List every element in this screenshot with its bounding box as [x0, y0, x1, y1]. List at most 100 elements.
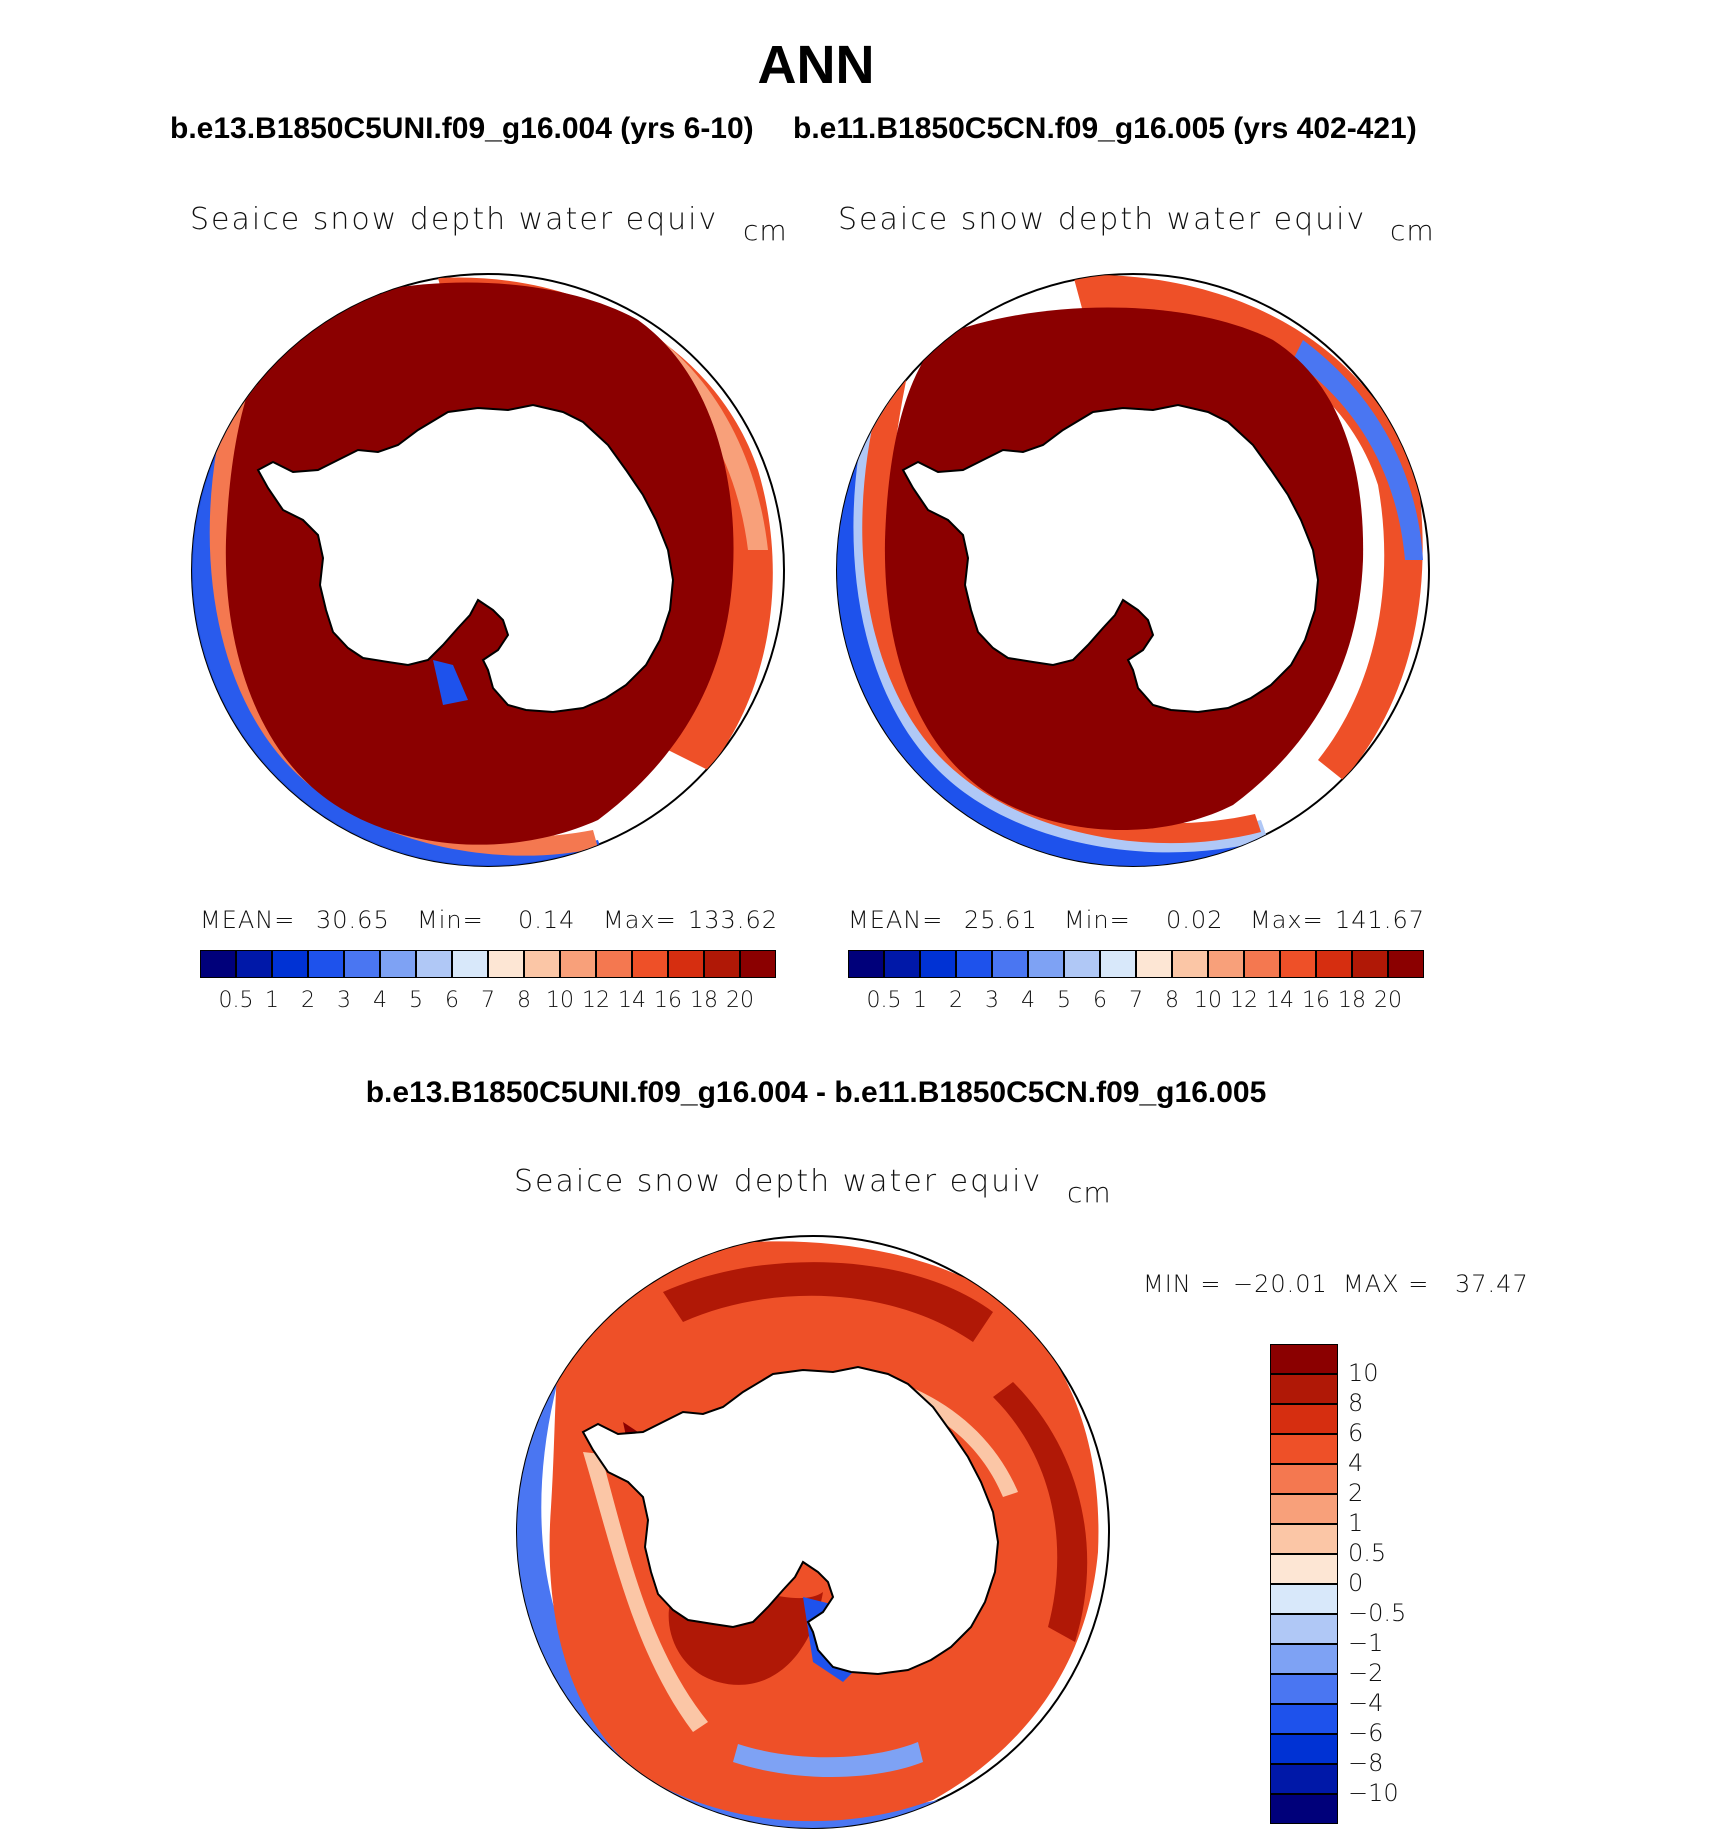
- difference-map: [516, 1235, 1110, 1829]
- right-units-label: cm: [1390, 214, 1435, 247]
- diff-colorbar-tick-label: −4: [1348, 1689, 1384, 1717]
- diff-colorbar-tick-label: −6: [1348, 1719, 1384, 1747]
- diff-west-light-band: [583, 1452, 708, 1732]
- diff-colorbar-tick-label: −0.5: [1348, 1599, 1407, 1627]
- right-variable-label: Seaice snow depth water equiv: [838, 202, 1367, 237]
- diff-south-negative-band: [733, 1742, 923, 1777]
- right-colorbar-tick-label: 7: [1129, 988, 1143, 1013]
- left-colorbar-tick-label: 2: [301, 988, 315, 1013]
- right-colorbar-tick-label: 2: [949, 988, 963, 1013]
- right-colorbar-swatch: [1244, 950, 1280, 978]
- diff-colorbar-swatch: [1270, 1644, 1338, 1674]
- diff-colorbar-swatch: [1270, 1674, 1338, 1704]
- left-variable-label: Seaice snow depth water equiv: [190, 202, 719, 237]
- diff-colorbar-tick-label: 6: [1348, 1419, 1364, 1447]
- diff-colorbar-swatch: [1270, 1764, 1338, 1794]
- right-colorbar-tick-label: 8: [1165, 988, 1179, 1013]
- diff-colorbar-swatch: [1270, 1524, 1338, 1554]
- left-max-value: 133.62: [688, 906, 778, 934]
- diff-colorbar-tick-label: −8: [1348, 1749, 1384, 1777]
- right-colorbar-swatch: [1280, 950, 1316, 978]
- diff-colorbar-swatch: [1270, 1614, 1338, 1644]
- left-colorbar-swatch: [236, 950, 272, 978]
- left-colorbar-swatch: [488, 950, 524, 978]
- right-colorbar-tick-label: 0.5: [866, 988, 902, 1013]
- right-max-label: Max=: [1250, 906, 1324, 934]
- left-colorbar-swatch: [272, 950, 308, 978]
- left-colorbar-swatch: [416, 950, 452, 978]
- diff-colorbar-swatch: [1270, 1554, 1338, 1584]
- right-colorbar-swatch: [884, 950, 920, 978]
- left-case-title: b.e13.B1850C5UNI.f09_g16.004 (yrs 6-10): [170, 112, 754, 145]
- left-mean-value: 30.65: [316, 906, 390, 934]
- right-colorbar-swatch: [1100, 950, 1136, 978]
- left-colorbar-tick-label: 16: [654, 988, 682, 1013]
- diff-colorbar-swatch: [1270, 1704, 1338, 1734]
- left-colorbar-swatch: [668, 950, 704, 978]
- right-colorbar-swatch: [1028, 950, 1064, 978]
- figure-title: ANN: [757, 35, 875, 95]
- right-min-value: 0.02: [1166, 906, 1224, 934]
- right-colorbar-tick-label: 16: [1302, 988, 1330, 1013]
- left-colorbar-tick-label: 5: [409, 988, 423, 1013]
- right-colorbar-swatch: [920, 950, 956, 978]
- left-colorbar-swatch: [380, 950, 416, 978]
- right-min-label: Min=: [1064, 906, 1131, 934]
- right-colorbar-swatch: [1208, 950, 1244, 978]
- diff-colorbar-swatch: [1270, 1734, 1338, 1764]
- left-colorbar-tick-label: 6: [445, 988, 459, 1013]
- right-colorbar-swatch: [1352, 950, 1388, 978]
- right-colorbar-tick-label: 12: [1230, 988, 1258, 1013]
- diff-colorbar-swatch: [1270, 1404, 1338, 1434]
- right-mean-value: 25.61: [964, 906, 1038, 934]
- right-case-title: b.e11.B1850C5CN.f09_g16.005 (yrs 402-421…: [793, 112, 1417, 145]
- diff-colorbar-tick-label: −10: [1348, 1779, 1399, 1807]
- right-max-value: 141.67: [1335, 906, 1425, 934]
- right-colorbar-tick-label: 3: [985, 988, 999, 1013]
- right-mid-snow-band: [862, 350, 1261, 844]
- diff-colorbar-tick-label: 2: [1348, 1479, 1364, 1507]
- left-colorbar-swatch: [740, 950, 776, 978]
- diff-colorbar-swatch: [1270, 1464, 1338, 1494]
- left-colorbar-tick-label: 4: [373, 988, 387, 1013]
- diff-colorbar-swatch: [1270, 1794, 1338, 1824]
- right-colorbar-swatch: [1388, 950, 1424, 978]
- right-colorbar-tick-label: 6: [1093, 988, 1107, 1013]
- right-colorbar-swatch: [992, 950, 1028, 978]
- diff-colorbar-tick-label: 10: [1348, 1359, 1379, 1387]
- diff-colorbar-tick-label: −1: [1348, 1629, 1384, 1657]
- right-colorbar-swatch: [1064, 950, 1100, 978]
- left-colorbar-swatch: [632, 950, 668, 978]
- left-colorbar-swatch: [344, 950, 380, 978]
- diff-variable-label: Seaice snow depth water equiv: [514, 1164, 1043, 1199]
- right-mean-label: MEAN=: [848, 906, 944, 934]
- diff-colorbar-tick-label: 8: [1348, 1389, 1364, 1417]
- left-units-label: cm: [743, 214, 788, 247]
- left-colorbar-tick-label: 7: [481, 988, 495, 1013]
- right-colorbar-tick-label: 1: [913, 988, 927, 1013]
- right-east-snow-band: [1073, 274, 1423, 780]
- right-colorbar-swatch: [1316, 950, 1352, 978]
- left-colorbar-swatch: [560, 950, 596, 978]
- right-colorbar-tick-label: 10: [1194, 988, 1222, 1013]
- diff-north-dark-band: [663, 1262, 993, 1342]
- left-colorbar-swatch: [452, 950, 488, 978]
- left-mean-label: MEAN=: [200, 906, 296, 934]
- left-colorbar-swatch: [704, 950, 740, 978]
- left-ross-blue-patch: [433, 660, 468, 705]
- right-colorbar-swatch: [848, 950, 884, 978]
- diff-colorbar-tick-label: 0.5: [1348, 1539, 1387, 1567]
- diff-colorbar-swatch: [1270, 1374, 1338, 1404]
- left-max-label: Max=: [603, 906, 677, 934]
- left-colorbar-tick-label: 18: [690, 988, 718, 1013]
- right-colorbar-swatch: [1136, 950, 1172, 978]
- right-colorbar-tick-label: 5: [1057, 988, 1071, 1013]
- diff-units-label: cm: [1067, 1176, 1112, 1209]
- diff-colorbar-swatch: [1270, 1494, 1338, 1524]
- left-colorbar-swatch: [596, 950, 632, 978]
- diff-min-value: −20.01: [1233, 1270, 1328, 1298]
- diff-colorbar-swatch: [1270, 1584, 1338, 1614]
- left-colorbar-swatch: [308, 950, 344, 978]
- diff-colorbar-swatch: [1270, 1434, 1338, 1464]
